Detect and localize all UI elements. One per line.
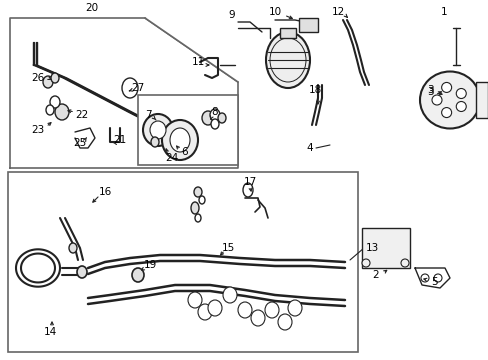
Text: 12: 12 [331,7,344,17]
Text: 3: 3 [426,87,432,97]
Text: 2: 2 [372,270,379,280]
Bar [138,95,238,165]
Ellipse shape [210,119,219,129]
Text: 20: 20 [85,3,99,13]
Text: 18: 18 [308,85,321,95]
Ellipse shape [191,202,199,214]
Ellipse shape [195,214,201,222]
Ellipse shape [455,89,465,99]
Ellipse shape [43,76,53,88]
Text: 16: 16 [98,187,111,197]
Text: 17: 17 [243,177,256,187]
Text: 4: 4 [306,143,313,153]
Bar [298,18,317,32]
Ellipse shape [199,196,204,204]
Ellipse shape [202,111,214,125]
Ellipse shape [170,128,190,152]
Ellipse shape [162,120,198,160]
Ellipse shape [132,268,143,282]
Text: 9: 9 [228,10,235,20]
Ellipse shape [150,121,165,139]
Polygon shape [145,18,238,82]
Ellipse shape [265,32,309,88]
Ellipse shape [151,137,159,147]
Text: 11: 11 [191,57,204,67]
Ellipse shape [77,266,87,278]
Ellipse shape [419,72,479,129]
Bar [361,228,409,268]
Ellipse shape [46,105,54,115]
Ellipse shape [361,259,369,267]
Text: 5: 5 [431,277,437,287]
Ellipse shape [250,310,264,326]
Text: 3: 3 [426,85,432,95]
Text: 26: 26 [31,73,44,83]
Ellipse shape [69,243,77,253]
Bar [475,82,487,118]
Ellipse shape [223,287,237,303]
Ellipse shape [264,302,279,318]
Text: 8: 8 [211,107,218,117]
Bar [280,28,295,38]
Ellipse shape [433,274,441,282]
Text: 21: 21 [113,135,126,145]
Ellipse shape [441,82,451,93]
Text: 25: 25 [73,138,86,148]
Text: 19: 19 [143,260,156,270]
Ellipse shape [50,96,60,108]
Text: 24: 24 [165,153,178,163]
Ellipse shape [455,102,465,112]
Ellipse shape [55,104,69,120]
Ellipse shape [238,302,251,318]
Ellipse shape [420,274,428,282]
Text: 15: 15 [221,243,234,253]
Ellipse shape [218,113,225,123]
Text: 10: 10 [268,7,281,17]
Ellipse shape [209,109,220,121]
Text: 14: 14 [43,327,57,337]
Ellipse shape [441,108,451,118]
Ellipse shape [431,95,441,105]
Ellipse shape [194,187,202,197]
Ellipse shape [287,300,302,316]
Text: 1: 1 [440,7,447,17]
Bar [8,172,357,352]
Ellipse shape [243,183,252,197]
Text: 7: 7 [144,110,151,120]
Text: 13: 13 [365,243,378,253]
Text: 22: 22 [75,110,88,120]
Text: 23: 23 [31,125,44,135]
Ellipse shape [400,259,408,267]
Text: 6: 6 [182,147,188,157]
Ellipse shape [198,304,212,320]
Ellipse shape [51,73,59,83]
Text: 27: 27 [131,83,144,93]
Ellipse shape [142,114,173,146]
Ellipse shape [187,292,202,308]
Ellipse shape [207,300,222,316]
Ellipse shape [278,314,291,330]
